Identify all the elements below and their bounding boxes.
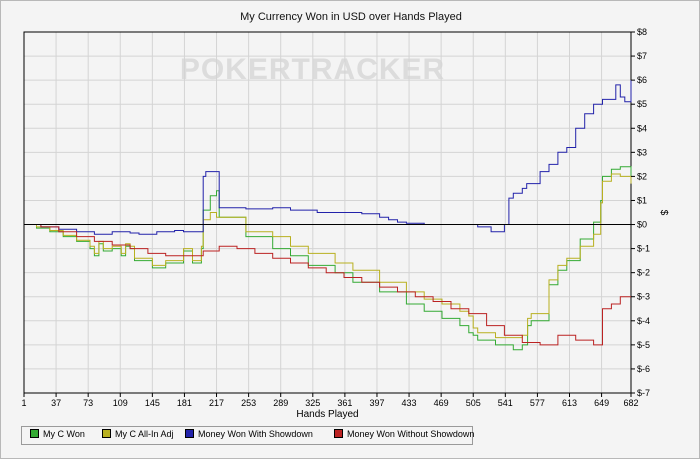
series-lines [24,80,632,351]
x-tick-label: 73 [83,398,93,408]
x-tick-label: 433 [402,398,417,408]
y-tick-label: $1 [637,195,647,205]
y-tick-label: $5 [637,99,647,109]
legend-label: Money Won With Showdown [198,429,313,439]
legend-label: My C Won [43,429,85,439]
x-tick-label: 145 [145,398,160,408]
x-tick-label: 682 [623,398,638,408]
legend-swatch [185,429,194,438]
y-tick-label: $-2 [637,268,650,278]
legend-swatch [334,429,343,438]
x-axis-label: Hands Played [296,409,358,420]
x-tick-label: 505 [466,398,481,408]
x-tick-label: 181 [177,398,192,408]
y-tick-label: $7 [637,51,647,61]
series-line [24,224,631,346]
legend-swatch [30,429,39,438]
legend-label: My C All-In Adj [115,429,174,439]
legend: My C Won My C All-In Adj Money Won With Sh… [21,426,474,445]
y-tick-label: $6 [637,75,647,85]
x-tick-label: 361 [337,398,352,408]
chart-svg: POKERTRACKER 1 37 73 109 145 181 217 253 289 325 3… [21,27,669,420]
y-axis-ticks: $-7 $-6 $-5 $-4 $-3 $-2 $-1 $0 $1 $2 $3 $4 $5 $6 $7 $8 [631,27,650,398]
y-axis-label: $ [658,210,669,216]
x-tick-label: 253 [241,398,256,408]
y-tick-label: $4 [637,123,647,133]
x-tick-label: 289 [273,398,288,408]
x-tick-label: 541 [498,398,513,408]
x-tick-label: 325 [305,398,320,408]
x-tick-label: 37 [51,398,61,408]
x-tick-label: 109 [113,398,128,408]
plot-area [23,31,632,394]
y-tick-label: $0 [637,220,647,230]
y-tick-label: $-3 [637,292,650,302]
y-tick-label: $-6 [637,364,650,374]
chart-title: My Currency Won in USD over Hands Played [240,11,462,23]
legend-swatch [102,429,111,438]
series-line [24,166,632,351]
x-tick-label: 1 [21,398,26,408]
x-tick-label: 577 [530,398,545,408]
y-tick-label: $-7 [637,388,650,398]
y-tick-label: $3 [637,147,647,157]
x-axis-ticks: 1 37 73 109 145 181 217 253 289 325 361 397 433 469 50… [21,393,639,408]
x-tick-label: 469 [434,398,449,408]
series-line [24,80,632,235]
legend-item: Money Won Without Showdown [334,429,474,439]
x-tick-label: 217 [209,398,224,408]
y-tick-label: $8 [637,27,647,37]
y-tick-label: $-5 [637,340,650,350]
x-tick-label: 397 [369,398,384,408]
y-tick-label: $2 [637,171,647,181]
legend-item: Money Won With Showdown [185,429,313,439]
legend-item: My C All-In Adj [102,429,174,439]
legend-label: Money Won Without Showdown [347,429,475,439]
series-line [24,173,632,339]
y-tick-label: $-1 [637,244,650,254]
x-tick-label: 613 [562,398,577,408]
y-tick-label: $-4 [637,316,650,326]
x-tick-label: 649 [594,398,609,408]
legend-item: My C Won [30,429,85,439]
